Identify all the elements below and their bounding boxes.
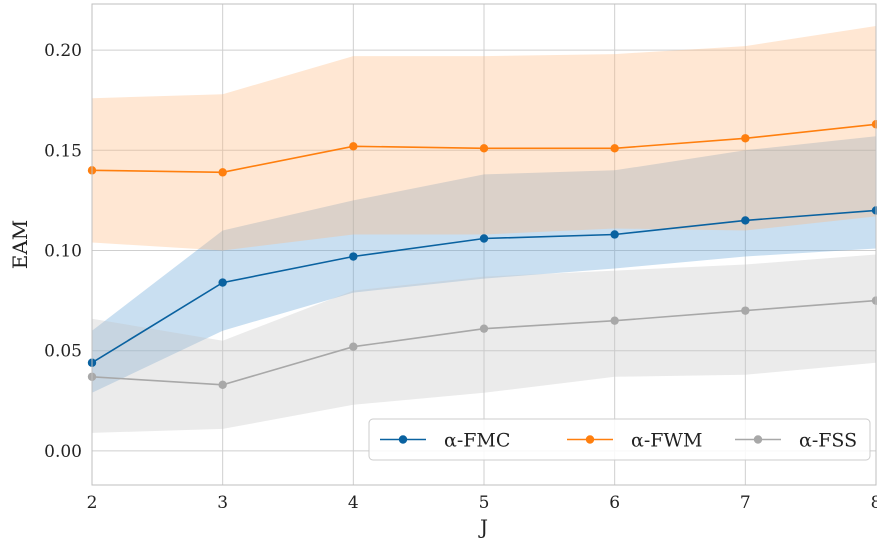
data-point — [349, 342, 358, 351]
data-point — [741, 306, 750, 315]
y-axis-label: EAM — [8, 220, 32, 270]
data-point — [610, 144, 619, 153]
confidence-band — [92, 254, 876, 433]
legend-box — [368, 418, 871, 461]
plot-border — [91, 3, 877, 486]
data-point — [741, 134, 750, 143]
legend-marker — [398, 435, 408, 444]
x-tick-label: 2 — [87, 493, 98, 513]
y-tick-label: 0.20 — [44, 41, 82, 61]
data-point — [610, 316, 619, 325]
x-tick-label: 7 — [740, 493, 751, 513]
data-point — [610, 230, 619, 239]
data-point — [349, 252, 358, 261]
x-tick-label: 3 — [217, 493, 228, 513]
y-tick-label: 0.05 — [44, 342, 82, 362]
confidence-band — [92, 136, 876, 393]
confidence-band — [92, 26, 876, 251]
legend: α-FMC α-FWM α-FSS — [368, 418, 871, 461]
legend-marker — [585, 435, 595, 444]
x-axis-label: J — [478, 515, 488, 539]
x-tick-label: 4 — [348, 493, 359, 513]
data-point — [479, 234, 489, 243]
y-tick-label: 0.15 — [44, 141, 82, 161]
data-point — [479, 144, 489, 153]
data-point — [741, 216, 750, 225]
y-tick-labels: 0.00 0.05 0.10 0.15 0.20 — [44, 41, 82, 462]
y-tick-label: 0.00 — [44, 442, 82, 462]
x-tick-label: 5 — [479, 493, 490, 513]
x-tick-label: 6 — [609, 493, 620, 513]
y-tick-label: 0.10 — [44, 242, 82, 262]
confidence-bands — [92, 26, 876, 433]
x-tick-labels: 2 3 4 5 6 7 8 — [87, 493, 877, 513]
data-point — [479, 324, 489, 333]
legend-label: α-FWM — [631, 430, 702, 452]
x-tick-label: 8 — [871, 493, 877, 513]
plot-frame — [91, 3, 877, 486]
data-point — [349, 142, 358, 151]
legend-marker — [753, 435, 763, 444]
data-point — [218, 278, 227, 287]
data-point — [218, 380, 227, 389]
legend-label: α-FSS — [799, 430, 857, 452]
data-point — [218, 168, 227, 177]
legend-label: α-FMC — [444, 430, 510, 452]
